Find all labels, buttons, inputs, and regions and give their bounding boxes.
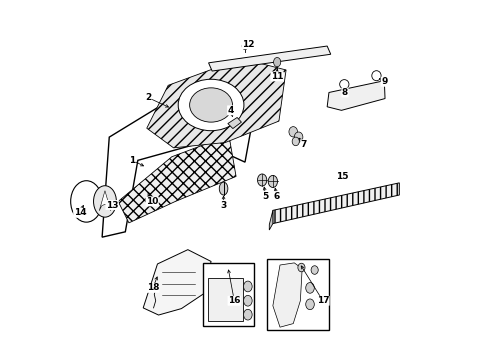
Bar: [267, 259, 329, 330]
Text: 15: 15: [336, 172, 348, 181]
Polygon shape: [270, 210, 273, 230]
Text: 1: 1: [129, 156, 136, 165]
Ellipse shape: [306, 299, 314, 310]
Ellipse shape: [190, 88, 232, 122]
Text: 14: 14: [74, 208, 86, 217]
Text: 17: 17: [317, 296, 329, 305]
Polygon shape: [327, 81, 385, 111]
Ellipse shape: [292, 137, 299, 146]
Ellipse shape: [244, 309, 252, 320]
Ellipse shape: [289, 127, 297, 137]
Text: 2: 2: [146, 93, 152, 102]
Ellipse shape: [298, 263, 305, 272]
Polygon shape: [118, 135, 236, 223]
Ellipse shape: [372, 71, 381, 81]
Text: 12: 12: [243, 40, 255, 49]
Text: 4: 4: [227, 106, 234, 115]
Ellipse shape: [242, 42, 248, 50]
Text: 5: 5: [263, 192, 269, 201]
Text: 11: 11: [271, 72, 283, 81]
Ellipse shape: [340, 80, 349, 89]
Ellipse shape: [294, 132, 303, 142]
Text: 8: 8: [342, 88, 348, 97]
Text: 3: 3: [220, 201, 227, 210]
Text: 6: 6: [273, 192, 280, 201]
Text: 18: 18: [147, 283, 159, 292]
Ellipse shape: [273, 58, 281, 67]
Bar: [203, 263, 253, 327]
Polygon shape: [143, 249, 211, 315]
Text: 10: 10: [146, 197, 158, 206]
Ellipse shape: [258, 174, 267, 186]
Ellipse shape: [178, 79, 244, 131]
Ellipse shape: [220, 182, 228, 195]
Text: 13: 13: [106, 201, 119, 210]
Ellipse shape: [306, 283, 314, 293]
Polygon shape: [273, 183, 399, 224]
Bar: [208, 278, 243, 321]
Ellipse shape: [94, 186, 117, 217]
Text: 9: 9: [381, 77, 388, 86]
Ellipse shape: [244, 281, 252, 292]
Polygon shape: [99, 191, 111, 211]
Ellipse shape: [71, 181, 102, 222]
Ellipse shape: [311, 266, 318, 274]
Polygon shape: [147, 59, 286, 148]
Ellipse shape: [244, 296, 252, 306]
Text: 7: 7: [301, 140, 307, 149]
Text: 16: 16: [228, 296, 241, 305]
Ellipse shape: [268, 175, 277, 188]
Polygon shape: [273, 263, 302, 327]
Polygon shape: [228, 117, 242, 129]
Polygon shape: [209, 46, 331, 71]
